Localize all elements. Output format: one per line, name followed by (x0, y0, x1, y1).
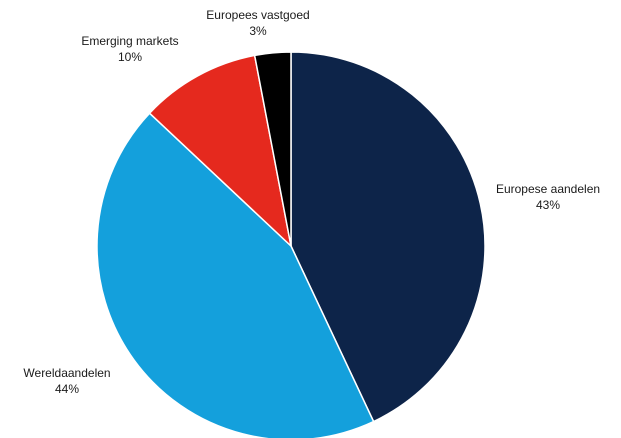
slice-label-europese-aandelen: Europese aandelen 43% (496, 182, 600, 212)
slice-label-name: Emerging markets (81, 34, 178, 48)
pie-slice-wereldaandelen (96, 112, 375, 438)
slice-labels: Europese aandelen 43% Wereldaandelen 44% Eme… (23, 8, 600, 396)
pie-slices (96, 51, 486, 438)
slice-label-value: 44% (55, 382, 79, 396)
pie-slice-emerging-markets (148, 54, 293, 249)
pie-slice-europees-vastgoed (253, 51, 292, 247)
slice-label-emerging-markets: Emerging markets 10% (81, 34, 178, 64)
pie-slice-europese-aandelen (290, 51, 486, 423)
slice-label-name: Europees vastgoed (206, 8, 309, 22)
slice-label-europees-vastgoed: Europees vastgoed 3% (206, 8, 309, 38)
slice-label-name: Europese aandelen (496, 182, 600, 196)
slice-label-value: 43% (536, 198, 560, 212)
slice-label-name: Wereldaandelen (23, 366, 110, 380)
slice-label-value: 10% (118, 50, 142, 64)
slice-label-wereldaandelen: Wereldaandelen 44% (23, 366, 110, 396)
slice-label-value: 3% (249, 24, 267, 38)
